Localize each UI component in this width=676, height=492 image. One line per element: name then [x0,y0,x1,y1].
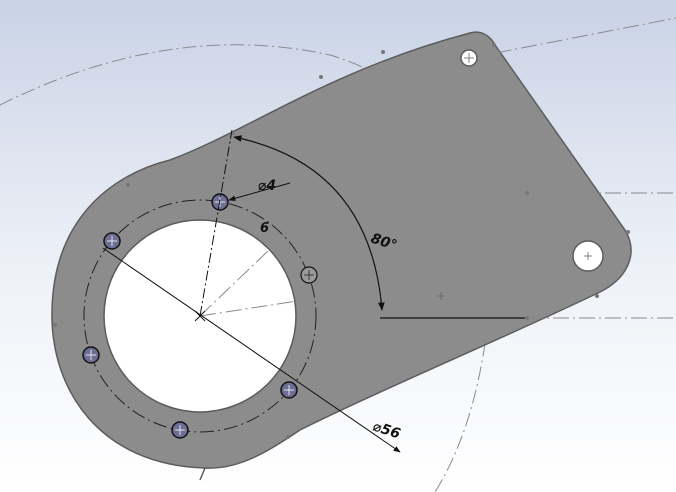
dimension-angle[interactable]: 80° [199,129,525,319]
sketch-vertices [53,43,630,439]
crosshair-icon [437,53,592,300]
bolt-hole[interactable] [103,232,121,250]
angle-label: 80° [369,231,399,254]
bolt-circle[interactable] [83,199,317,433]
bolt-hole[interactable] [280,381,298,399]
bolt-hole[interactable] [82,346,100,364]
hole-count-label: 6 [260,221,269,236]
hole-diameter-label: ⌀4 [258,178,276,194]
bolt-hole[interactable] [171,421,189,439]
bolt-hole[interactable] [300,266,318,284]
